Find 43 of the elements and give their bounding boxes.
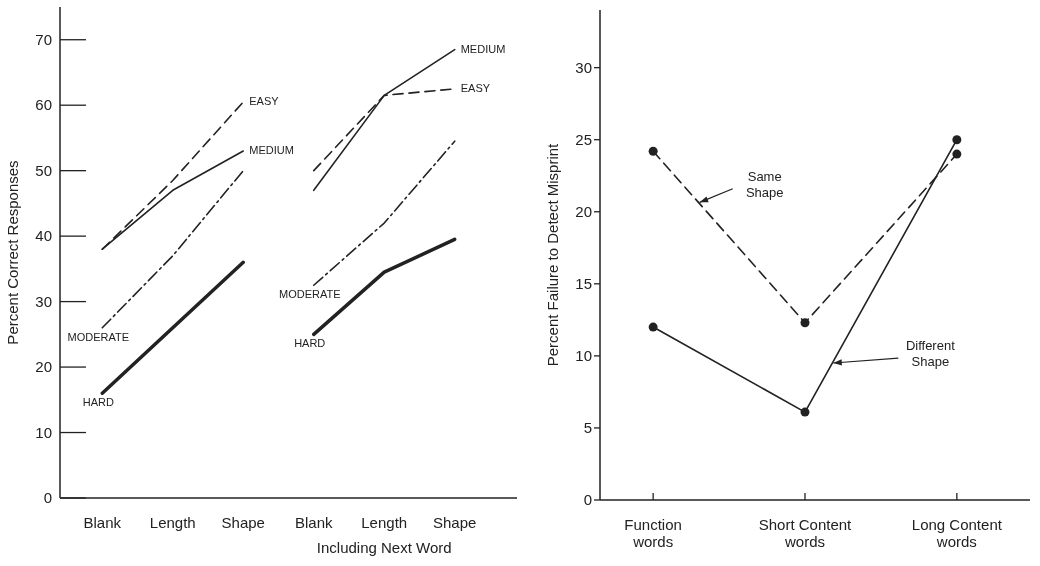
y-tick-label: 10 [575,347,592,365]
point [648,322,658,332]
text: Same Shape [745,168,784,200]
x-tick-label: Length [361,514,408,531]
y-tick-label: 50 [35,161,52,179]
y-tick-label: 10 [35,423,52,441]
x-tick-label: Blank [83,514,122,531]
point [800,407,810,417]
point [952,149,962,159]
x-tick-label: Blank [294,514,333,531]
x-axis-title: Including Next Word [316,539,452,556]
y-tick-label: 20 [35,358,52,376]
text: HARD [82,396,114,409]
x-tick-label: Length [149,514,196,531]
x-tick-label: Function words [624,516,682,550]
series-label: EASY [249,95,280,108]
series-label: MEDIUM [249,144,294,157]
y-axis-title: Percent Failure to Detect Misprint [544,142,561,367]
legend-label: Different Shape [905,338,956,370]
y-tick-label: 5 [583,419,592,437]
y-tick-label: 60 [35,96,52,114]
series-label: HARD [294,337,326,350]
text: MEDIUM [460,42,506,55]
y-tick-label: 0 [43,489,52,507]
y-tick-label: 40 [35,227,52,245]
point [952,135,962,145]
x-tick-label: Short Content words [758,516,853,550]
point [800,318,810,328]
y-tick-label: 70 [35,30,52,48]
y-tick-label: 25 [575,130,592,148]
y-tick-label: 15 [575,275,592,293]
text: EASY [460,82,491,95]
x-tick-label: Shape [221,514,265,531]
y-axis-title: Percent Correct Responses [4,160,21,345]
y-tick-label: 30 [575,58,592,76]
point [648,146,658,156]
y-tick-label: 30 [35,292,52,310]
y-tick-label: 0 [583,491,592,509]
text: MODERATE [67,330,130,343]
series-label: MODERATE [278,288,341,301]
x-tick-label: Long Content words [911,516,1003,550]
x-tick-label: Shape [433,514,477,531]
y-tick-label: 20 [575,203,592,221]
